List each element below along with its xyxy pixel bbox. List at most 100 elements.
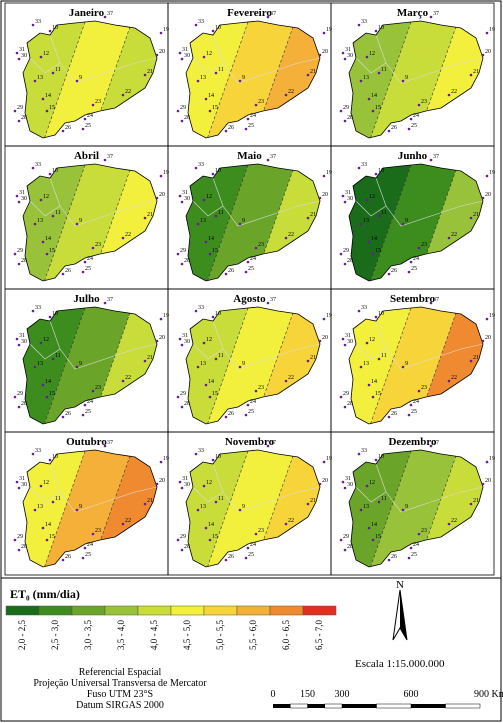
et-zone — [367, 164, 465, 281]
station-label: 10 — [52, 168, 58, 174]
station-label: 22 — [125, 375, 131, 381]
legend-swatch — [236, 605, 271, 616]
station-label: 26 — [65, 125, 71, 131]
region-outline — [22, 20, 158, 139]
station — [17, 119, 21, 123]
station — [176, 538, 180, 542]
boundary — [29, 57, 61, 74]
station-label: 33 — [198, 305, 204, 311]
region-outline — [22, 306, 158, 425]
station — [33, 222, 37, 226]
station-label: 25 — [411, 123, 417, 129]
station-label: 22 — [125, 232, 131, 238]
station — [48, 315, 52, 319]
station — [322, 174, 326, 178]
region-outline — [348, 306, 484, 425]
station — [180, 486, 184, 490]
station — [374, 315, 378, 319]
station — [176, 109, 180, 113]
station-label: 31 — [19, 333, 25, 339]
scale-label: 150 — [300, 689, 315, 700]
station-label: 20 — [485, 192, 491, 198]
station — [45, 109, 49, 113]
station-label: 14 — [371, 379, 377, 385]
station — [41, 526, 45, 530]
station — [485, 174, 489, 178]
boundary — [49, 177, 158, 227]
boundary — [355, 486, 387, 503]
panel-title: Setembro — [390, 293, 436, 305]
station — [159, 317, 163, 321]
station-label: 22 — [288, 375, 294, 381]
station — [485, 31, 489, 35]
station-label: 28 — [21, 115, 27, 121]
station-label: 30 — [184, 53, 190, 59]
station-label: 37 — [270, 440, 276, 446]
station — [75, 365, 79, 369]
station — [284, 236, 288, 240]
station — [31, 452, 35, 456]
station-label: 26 — [228, 125, 234, 131]
station-label: 14 — [45, 522, 51, 528]
station — [196, 222, 200, 226]
station — [214, 71, 218, 75]
station — [61, 558, 65, 562]
station-label: 14 — [208, 93, 214, 99]
station — [61, 129, 65, 133]
station-label: 20 — [322, 335, 328, 341]
station — [359, 508, 363, 512]
station-label: 14 — [45, 379, 51, 385]
station-label: 14 — [45, 236, 51, 242]
et-zone — [23, 450, 92, 567]
station — [41, 97, 45, 101]
boundary — [355, 57, 387, 74]
station — [401, 508, 405, 512]
isoline — [41, 21, 92, 138]
station-label: 23 — [258, 99, 264, 105]
station — [103, 158, 107, 162]
station-label: 23 — [95, 528, 101, 534]
north-label: N — [396, 579, 404, 591]
station-label: 29 — [343, 391, 349, 397]
station-label: 9 — [242, 218, 245, 224]
station — [75, 79, 79, 83]
station-label: 19 — [326, 456, 332, 462]
station — [202, 341, 206, 345]
station-label: 21 — [147, 355, 153, 361]
station — [407, 556, 411, 560]
station — [13, 252, 17, 256]
station-label: 24 — [87, 256, 93, 262]
station-label: 25 — [248, 266, 254, 272]
station — [357, 309, 361, 313]
station-label: 19 — [163, 456, 169, 462]
station-label: 13 — [363, 504, 369, 510]
station-label: 21 — [147, 498, 153, 504]
station-label: 26 — [391, 554, 397, 560]
station-label: 31 — [182, 47, 188, 53]
station — [357, 166, 361, 170]
station-label: 15 — [49, 248, 55, 254]
station — [204, 97, 208, 101]
station — [204, 240, 208, 244]
station-label: 31 — [345, 47, 351, 53]
station-label: 21 — [147, 212, 153, 218]
station — [75, 508, 79, 512]
station-label: 9 — [242, 361, 245, 367]
station — [322, 460, 326, 464]
station-label: 13 — [363, 361, 369, 367]
legend-swatch — [38, 605, 73, 616]
station — [159, 174, 163, 178]
station — [91, 103, 95, 107]
station-label: 20 — [159, 335, 165, 341]
isoline — [204, 21, 255, 138]
station-label: 19 — [489, 27, 495, 33]
et-zone — [186, 21, 255, 138]
station — [31, 309, 35, 313]
station-label: 26 — [228, 411, 234, 417]
station-label: 9 — [405, 218, 408, 224]
station-label: 33 — [361, 448, 367, 454]
station-label: 26 — [65, 554, 71, 560]
station — [365, 341, 369, 345]
station-label: 33 — [198, 448, 204, 454]
station-label: 10 — [215, 454, 221, 460]
